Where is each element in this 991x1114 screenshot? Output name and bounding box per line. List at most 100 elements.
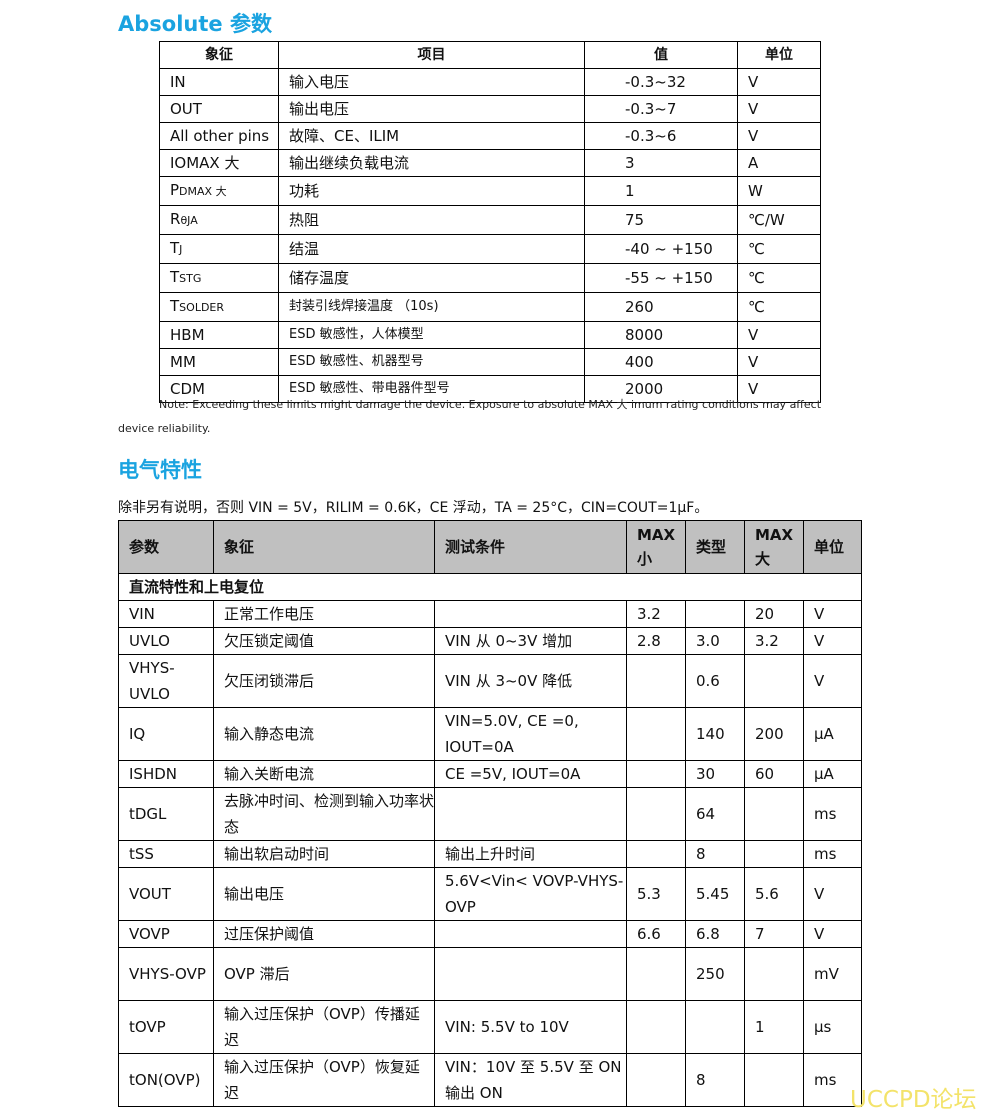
parameter-cell: ISHDN bbox=[118, 760, 214, 788]
condition-cell bbox=[434, 920, 627, 948]
symbol-main: MM bbox=[170, 353, 196, 371]
symbol-cell: HBM bbox=[159, 321, 279, 349]
unit-cell: V bbox=[737, 348, 821, 376]
symbol-main: HBM bbox=[170, 326, 205, 344]
unit-cell: mV bbox=[803, 947, 862, 1001]
electrical-heading: 电气特性 bbox=[118, 458, 202, 482]
parameter-cell: tDGL bbox=[118, 787, 214, 841]
parameter-cell: tON(OVP) bbox=[118, 1053, 214, 1107]
parameter-cell: IQ bbox=[118, 707, 214, 761]
table-row: HBM ESD 敏感性，人体模型 8000 V bbox=[159, 321, 821, 349]
note-line-1: Note: Exceeding these limits might damag… bbox=[159, 398, 822, 411]
max-cell bbox=[744, 840, 804, 868]
symbol-main: R bbox=[170, 210, 181, 228]
max-cell bbox=[744, 947, 804, 1001]
absolute-params-table: 象征 项目值单位 IN 输入电压 -0.3~32 V OUT 输出电压 -0.3~7 V All … bbox=[159, 41, 821, 403]
typ-cell: 30 bbox=[685, 760, 745, 788]
item-cell: 输出继续负载电流 bbox=[278, 149, 585, 177]
column-header: MAX 小 bbox=[626, 520, 686, 574]
column-header: 象征 bbox=[213, 520, 435, 574]
parameter-cell: VOVP bbox=[118, 920, 214, 948]
min-cell bbox=[626, 760, 686, 788]
symbol-main: T bbox=[170, 297, 180, 315]
symbol-cell: 输出电压 bbox=[213, 867, 435, 921]
min-cell bbox=[626, 1000, 686, 1054]
parameter-cell: VIN bbox=[118, 600, 214, 628]
item-cell: ESD 敏感性、机器型号 bbox=[278, 348, 585, 376]
table-row: OUT 输出电压 -0.3~7 V bbox=[159, 95, 821, 123]
item-cell: ESD 敏感性、带电器件型号 bbox=[278, 375, 585, 403]
parameter-cell: VHYS-OVP bbox=[118, 947, 214, 1001]
item-cell: 输入电压 bbox=[278, 68, 585, 96]
min-cell: 5.3 bbox=[626, 867, 686, 921]
value-cell: 3 bbox=[584, 149, 738, 177]
parameter-cell: tSS bbox=[118, 840, 214, 868]
column-header: 项目 bbox=[278, 41, 585, 69]
table-row: IOMAX 大 输出继续负载电流 3 A bbox=[159, 149, 821, 177]
min-cell bbox=[626, 707, 686, 761]
unit-cell: ms bbox=[803, 787, 862, 841]
symbol-cell: All other pins bbox=[159, 122, 279, 150]
unit-cell: ms bbox=[803, 840, 862, 868]
symbol-cell: 输入关断电流 bbox=[213, 760, 435, 788]
parameter-cell: VOUT bbox=[118, 867, 214, 921]
symbol-sub: DMAX 大 bbox=[179, 185, 227, 198]
unit-cell: V bbox=[803, 654, 862, 708]
min-cell bbox=[626, 840, 686, 868]
min-cell: 3.2 bbox=[626, 600, 686, 628]
unit-cell: V bbox=[803, 600, 862, 628]
table-row: VOUT 输出电压 5.6V<Vin< VOVP-VHYS-OVP 5.3 5.45 5.… bbox=[118, 867, 862, 921]
value-cell: -0.3~6 bbox=[584, 122, 738, 150]
min-cell: 6.6 bbox=[626, 920, 686, 948]
value-cell: -55 ~ +150 bbox=[584, 263, 738, 293]
min-cell bbox=[626, 947, 686, 1001]
table-row: UVLO 欠压锁定阈值 VIN 从 0~3V 增加 2.8 3.0 3.2 V bbox=[118, 627, 862, 655]
item-cell: 封装引线焊接温度 （10s) bbox=[278, 292, 585, 322]
unit-cell: ℃ bbox=[737, 234, 821, 264]
typ-cell: 6.8 bbox=[685, 920, 745, 948]
symbol-cell: 输出软启动时间 bbox=[213, 840, 435, 868]
unit-cell: µA bbox=[803, 707, 862, 761]
typ-cell: 250 bbox=[685, 947, 745, 1001]
min-cell bbox=[626, 654, 686, 708]
unit-cell: A bbox=[737, 149, 821, 177]
value-cell: 1 bbox=[584, 176, 738, 206]
table-row: All other pins 故障、CE、ILIM -0.3~6 V bbox=[159, 122, 821, 150]
absolute-params-heading: Absolute 参数 bbox=[118, 12, 272, 36]
value-cell: -0.3~7 bbox=[584, 95, 738, 123]
table-row: VHYS-OVP OVP 滞后 250 mV bbox=[118, 947, 862, 1001]
max-cell: 1 bbox=[744, 1000, 804, 1054]
symbol-sub: SOLDER bbox=[179, 301, 225, 314]
unit-cell: ms bbox=[803, 1053, 862, 1107]
value-cell: 75 bbox=[584, 205, 738, 235]
max-cell: 200 bbox=[744, 707, 804, 761]
typ-cell: 8 bbox=[685, 840, 745, 868]
table-row: VIN 正常工作电压 3.2 20 V bbox=[118, 600, 862, 628]
table-row: TSOLDER 封装引线焊接温度 （10s) 260 ℃ bbox=[159, 292, 821, 322]
max-cell: 20 bbox=[744, 600, 804, 628]
value-cell: -40 ~ +150 bbox=[584, 234, 738, 264]
condition-cell bbox=[434, 947, 627, 1001]
section-row: 直流特性和上电复位 bbox=[118, 573, 862, 601]
symbol-cell: TSTG bbox=[159, 263, 279, 293]
value-cell: 8000 bbox=[584, 321, 738, 349]
test-conditions-text: 除非另有说明，否则 VIN = 5V，RILIM = 0.6K，CE 浮动，TA… bbox=[118, 500, 709, 516]
symbol-main: T bbox=[170, 239, 180, 257]
condition-cell: 输出上升时间 bbox=[434, 840, 627, 868]
item-cell: 功耗 bbox=[278, 176, 585, 206]
condition-cell: VIN：10V 至 5.5V 至 ON 输出 ON bbox=[434, 1053, 627, 1107]
item-cell: 输出电压 bbox=[278, 95, 585, 123]
max-cell: 7 bbox=[744, 920, 804, 948]
max-cell bbox=[744, 1053, 804, 1107]
condition-cell: CE =5V, IOUT=0A bbox=[434, 760, 627, 788]
symbol-sub: STG bbox=[179, 272, 202, 285]
item-cell: 储存温度 bbox=[278, 263, 585, 293]
table-row: MM ESD 敏感性、机器型号 400 V bbox=[159, 348, 821, 376]
max-cell: 3.2 bbox=[744, 627, 804, 655]
symbol-main: P bbox=[170, 181, 180, 199]
symbol-cell: PDMAX 大 bbox=[159, 176, 279, 206]
max-cell bbox=[744, 654, 804, 708]
parameter-cell: VHYS-UVLO bbox=[118, 654, 214, 708]
symbol-main: All other pins bbox=[170, 127, 270, 145]
unit-cell: W bbox=[737, 176, 821, 206]
